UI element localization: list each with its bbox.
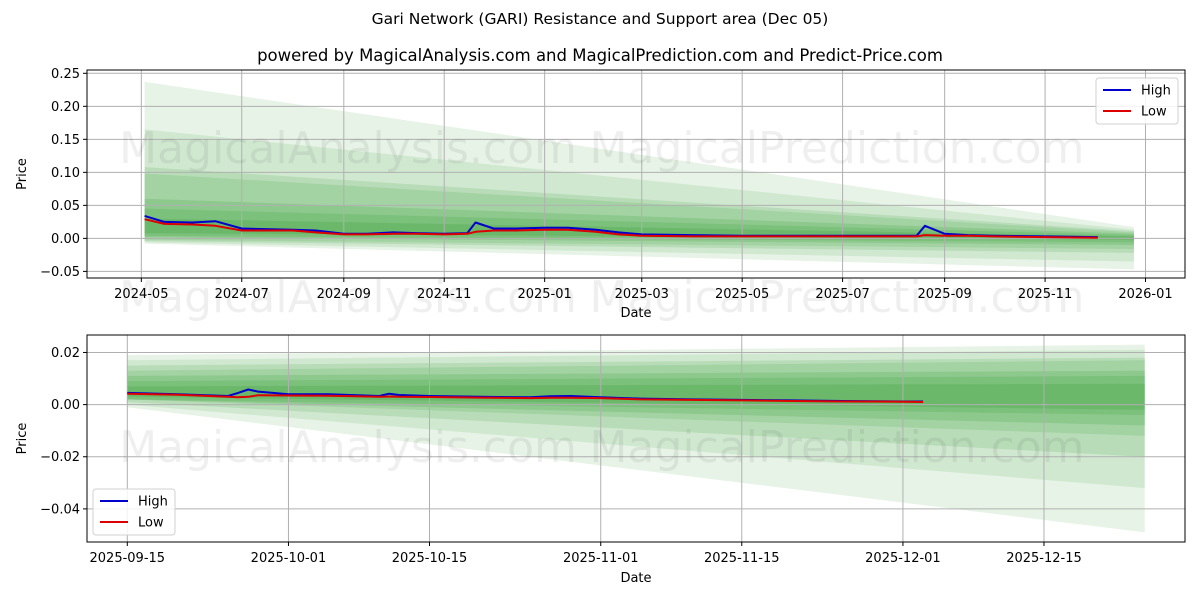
x-tick-label: 2024-07 (215, 287, 269, 302)
support-resistance-band (127, 344, 1145, 533)
x-tick-label: 2024-05 (114, 287, 168, 302)
x-tick-label: 2025-07 (815, 287, 869, 302)
chart-subtitle: powered by MagicalAnalysis.com and Magic… (257, 46, 943, 65)
x-tick-label: 2025-11 (1018, 287, 1072, 302)
x-axis-label: Date (620, 306, 651, 321)
x-tick-label: 2024-09 (317, 287, 371, 302)
x-tick-label: 2025-10-01 (251, 551, 327, 566)
bottom-chart-zoomed-recent: MagicalAnalysis.com MagicalPrediction.com… (15, 334, 1186, 586)
legend-label-low: Low (138, 516, 164, 531)
y-tick-label: −0.05 (40, 265, 80, 280)
series-line-low (144, 218, 1098, 239)
y-tick-label: 0.02 (51, 346, 80, 361)
support-resistance-band (144, 129, 1134, 262)
support-resistance-band (144, 173, 1134, 249)
watermark-text: MagicalPrediction.com (590, 422, 1085, 473)
y-tick-label: 0.15 (51, 133, 80, 148)
watermark-text: MagicalPrediction.com (590, 272, 1085, 323)
y-tick-label: 0.00 (51, 232, 80, 247)
support-resistance-band (127, 383, 1145, 410)
series-line-high (144, 214, 1098, 239)
support-resistance-band (144, 167, 1134, 253)
y-tick-label: 0.10 (51, 166, 80, 181)
y-tick-label: 0.25 (51, 67, 80, 82)
watermark-text: MagicalAnalysis.com (119, 272, 577, 323)
y-tick-label: −0.02 (40, 450, 80, 465)
x-tick-label: 2025-10-15 (392, 551, 468, 566)
support-resistance-band (144, 81, 1134, 270)
x-tick-label: 2025-09-15 (90, 551, 166, 566)
x-tick-label: 2025-11-15 (704, 551, 780, 566)
y-tick-label: 0.20 (51, 100, 80, 115)
x-tick-label: 2024-11 (417, 287, 471, 302)
x-tick-label: 2025-03 (615, 287, 669, 302)
plot-area: MagicalAnalysis.com MagicalPrediction.com (87, 70, 1185, 278)
support-resistance-band (127, 349, 1145, 489)
legend: High Low (1095, 77, 1179, 125)
watermark-text: MagicalPrediction.com (590, 123, 1085, 174)
axes-frame (86, 334, 1186, 543)
legend-label-high: High (138, 495, 168, 510)
y-axis-label: Price (15, 158, 30, 190)
x-tick-label: 2025-12-01 (865, 551, 941, 566)
x-tick-label: 2025-11-01 (563, 551, 639, 566)
x-tick-label: 2025-01 (517, 287, 571, 302)
top-chart-resistance-support: MagicalAnalysis.com MagicalPrediction.com… (15, 67, 1186, 323)
y-axis-label: Price (15, 423, 30, 455)
x-tick-label: 2025-12-15 (1006, 551, 1082, 566)
chart-suptitle: Gari Network (GARI) Resistance and Suppo… (371, 10, 829, 28)
watermark-text: MagicalAnalysis.com (119, 123, 577, 174)
x-axis-label: Date (620, 571, 651, 586)
y-tick-label: 0.00 (51, 398, 80, 413)
x-tick-label: 2025-05 (715, 287, 769, 302)
legend-label-high: High (1141, 84, 1171, 99)
watermark-text: MagicalAnalysis.com (119, 422, 577, 473)
x-tick-label: 2026-01 (1118, 287, 1172, 302)
series-line-low (127, 392, 924, 403)
legend: High Low (92, 488, 176, 536)
legend-label-low: Low (1141, 105, 1167, 120)
support-resistance-band (127, 357, 1145, 457)
plot-area: MagicalAnalysis.com MagicalPrediction.com (87, 335, 1185, 542)
x-tick-label: 2025-09 (917, 287, 971, 302)
support-resistance-band (127, 375, 1145, 416)
axes-frame (86, 69, 1186, 279)
y-tick-label: −0.04 (40, 502, 80, 517)
y-tick-label: 0.05 (51, 199, 80, 214)
